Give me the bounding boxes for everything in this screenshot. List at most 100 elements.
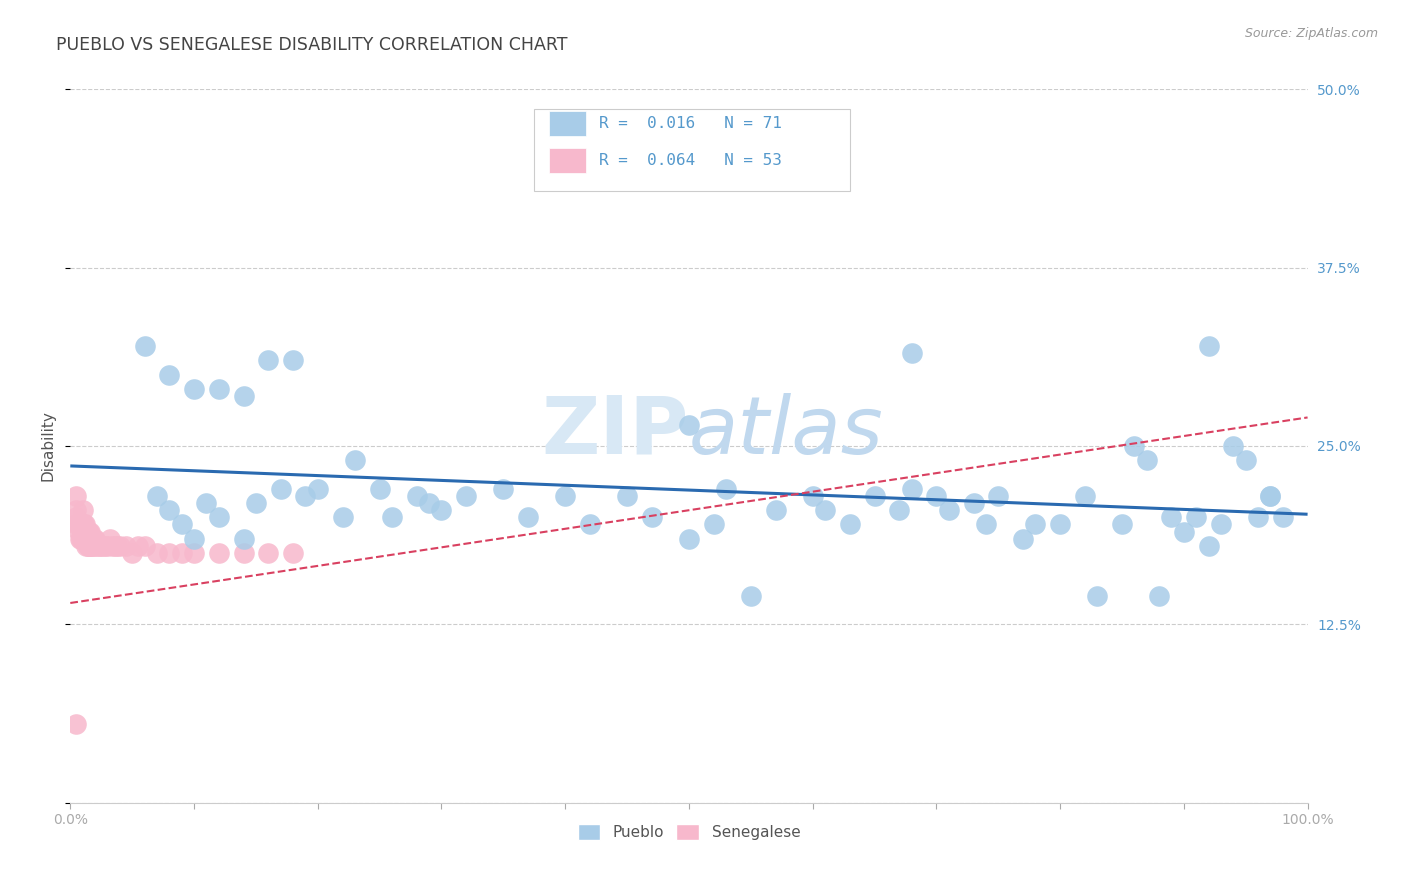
Text: R =  0.016   N = 71: R = 0.016 N = 71 — [599, 116, 782, 131]
Point — [72, 503, 94, 517]
Point — [1074, 489, 1097, 503]
Point — [208, 382, 231, 396]
Point — [77, 524, 100, 539]
Point — [75, 532, 97, 546]
Point — [1260, 489, 1282, 503]
Point — [294, 489, 316, 503]
Point — [418, 496, 440, 510]
Point — [987, 489, 1010, 503]
Point — [73, 517, 96, 532]
Point — [195, 496, 218, 510]
Point — [1024, 517, 1046, 532]
Point — [77, 539, 100, 553]
Point — [641, 510, 664, 524]
Point — [69, 517, 91, 532]
FancyBboxPatch shape — [550, 148, 586, 173]
Point — [89, 539, 111, 553]
Point — [1147, 589, 1170, 603]
Point — [69, 532, 91, 546]
Point — [1198, 539, 1220, 553]
Legend: Pueblo, Senegalese: Pueblo, Senegalese — [571, 818, 807, 847]
Point — [134, 339, 156, 353]
Point — [170, 546, 193, 560]
Point — [307, 482, 329, 496]
Point — [430, 503, 453, 517]
Point — [65, 503, 87, 517]
Point — [121, 546, 143, 560]
Point — [170, 517, 193, 532]
Point — [900, 482, 922, 496]
Point — [962, 496, 984, 510]
Point — [232, 532, 254, 546]
Point — [245, 496, 267, 510]
Point — [1185, 510, 1208, 524]
Point — [70, 532, 93, 546]
Point — [381, 510, 404, 524]
Point — [517, 510, 540, 524]
Point — [84, 532, 107, 546]
Point — [281, 353, 304, 368]
Point — [105, 539, 128, 553]
Point — [554, 489, 576, 503]
Point — [1260, 489, 1282, 503]
Point — [146, 546, 169, 560]
Point — [863, 489, 886, 503]
Point — [1247, 510, 1270, 524]
Point — [101, 539, 124, 553]
Point — [157, 546, 180, 560]
Point — [72, 517, 94, 532]
Point — [281, 546, 304, 560]
Y-axis label: Disability: Disability — [39, 410, 55, 482]
Point — [714, 482, 737, 496]
Point — [257, 546, 280, 560]
Point — [86, 539, 108, 553]
Point — [257, 353, 280, 368]
Point — [678, 417, 700, 432]
Point — [98, 532, 121, 546]
Point — [838, 517, 860, 532]
Point — [84, 539, 107, 553]
Text: Source: ZipAtlas.com: Source: ZipAtlas.com — [1244, 27, 1378, 40]
Point — [938, 503, 960, 517]
Point — [703, 517, 725, 532]
Point — [79, 539, 101, 553]
Point — [889, 503, 911, 517]
Point — [368, 482, 391, 496]
Point — [73, 532, 96, 546]
Point — [146, 489, 169, 503]
Point — [127, 539, 149, 553]
Point — [65, 510, 87, 524]
Point — [91, 539, 114, 553]
Point — [456, 489, 478, 503]
Point — [740, 589, 762, 603]
Point — [108, 539, 131, 553]
Point — [814, 503, 837, 517]
Point — [157, 503, 180, 517]
Point — [678, 532, 700, 546]
Text: atlas: atlas — [689, 392, 884, 471]
Point — [183, 532, 205, 546]
Point — [104, 539, 127, 553]
Point — [1222, 439, 1244, 453]
Point — [76, 524, 98, 539]
Point — [232, 546, 254, 560]
Point — [80, 539, 103, 553]
Point — [925, 489, 948, 503]
Point — [405, 489, 427, 503]
Point — [270, 482, 292, 496]
Point — [75, 539, 97, 553]
Point — [76, 539, 98, 553]
Point — [1085, 589, 1108, 603]
Point — [765, 503, 787, 517]
Point — [1173, 524, 1195, 539]
Point — [96, 539, 118, 553]
Point — [65, 517, 87, 532]
FancyBboxPatch shape — [534, 109, 849, 191]
Point — [1049, 517, 1071, 532]
Point — [65, 717, 87, 731]
Point — [183, 382, 205, 396]
Point — [332, 510, 354, 524]
Point — [94, 539, 117, 553]
Point — [492, 482, 515, 496]
Point — [1123, 439, 1146, 453]
